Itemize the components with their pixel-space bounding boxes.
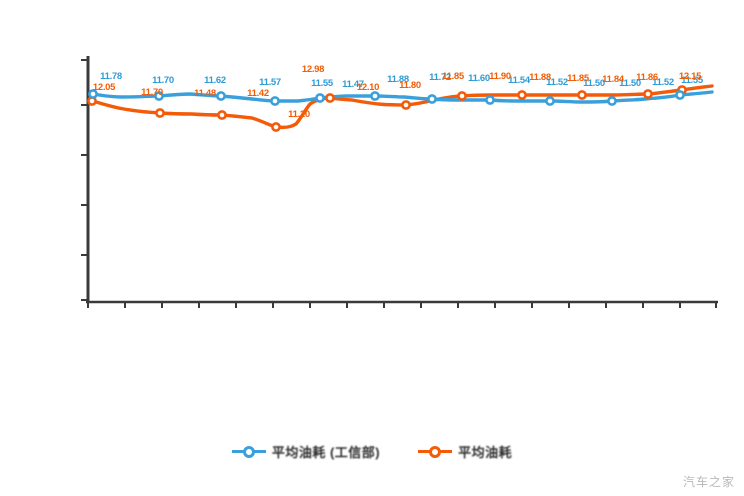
data-label-actual-8: 11.85 [442,71,464,82]
data-label-actual-4: 11.20 [288,109,310,120]
data-label-official-9: 11.54 [508,75,530,86]
data-label-official-5: 11.47 [342,79,364,90]
data-label-actual-10: 11.88 [529,72,551,83]
data-label-official-10: 11.52 [546,77,568,88]
data-label-actual-3: 11.42 [247,88,269,99]
site-watermark: 汽车之家 [682,475,735,489]
x-axis [86,300,718,308]
data-label-actual-13: 11.86 [636,72,658,83]
y-axis [81,56,90,303]
data-label-official-14: 11.55 [681,75,703,86]
data-label-official-7: 11.72 [429,72,451,83]
chart-legend: 平均油耗 (工信部) 平均油耗 [0,436,744,466]
data-label-official-13: 11.52 [652,77,674,88]
data-label-actual-7: 11.80 [399,80,421,91]
data-label-actual-6: 12.10 [356,82,380,93]
data-label-official-11: 11.50 [583,78,605,89]
data-label-actual-11: 11.85 [567,73,589,84]
legend-item-official[interactable]: 平均油耗 (工信部) [231,442,381,461]
data-label-official-4: 11.55 [311,78,333,89]
data-label-actual-14: 12.15 [678,71,702,82]
data-label-official-12: 11.50 [619,78,641,89]
legend-marker-official-icon [231,444,266,458]
data-label-actual-0: 12.05 [92,82,116,93]
data-label-official-1: 11.70 [152,75,174,86]
series-line-actual [90,84,714,130]
data-label-official-3: 11.57 [259,77,281,88]
data-label-actual-9: 11.90 [489,71,511,82]
data-label-official-8: 11.60 [468,73,490,84]
series-markers-official [88,89,685,106]
legend-label-official: 平均油耗 (工信部) [271,444,381,460]
data-label-actual-12: 11.84 [602,74,624,85]
data-label-official-6: 11.88 [387,74,409,85]
legend-item-actual[interactable]: 平均油耗 [418,442,512,461]
series-line-official [91,90,714,104]
legend-marker-actual-icon [418,444,453,458]
data-label-actual-2: 11.48 [194,88,216,99]
data-label-official-2: 11.62 [204,75,226,86]
data-label-official-0: 11.78 [100,71,122,82]
data-label-actual-1: 11.70 [141,87,163,98]
data-label-actual-5: 12.98 [301,64,325,75]
legend-label-actual: 平均油耗 [458,444,513,460]
